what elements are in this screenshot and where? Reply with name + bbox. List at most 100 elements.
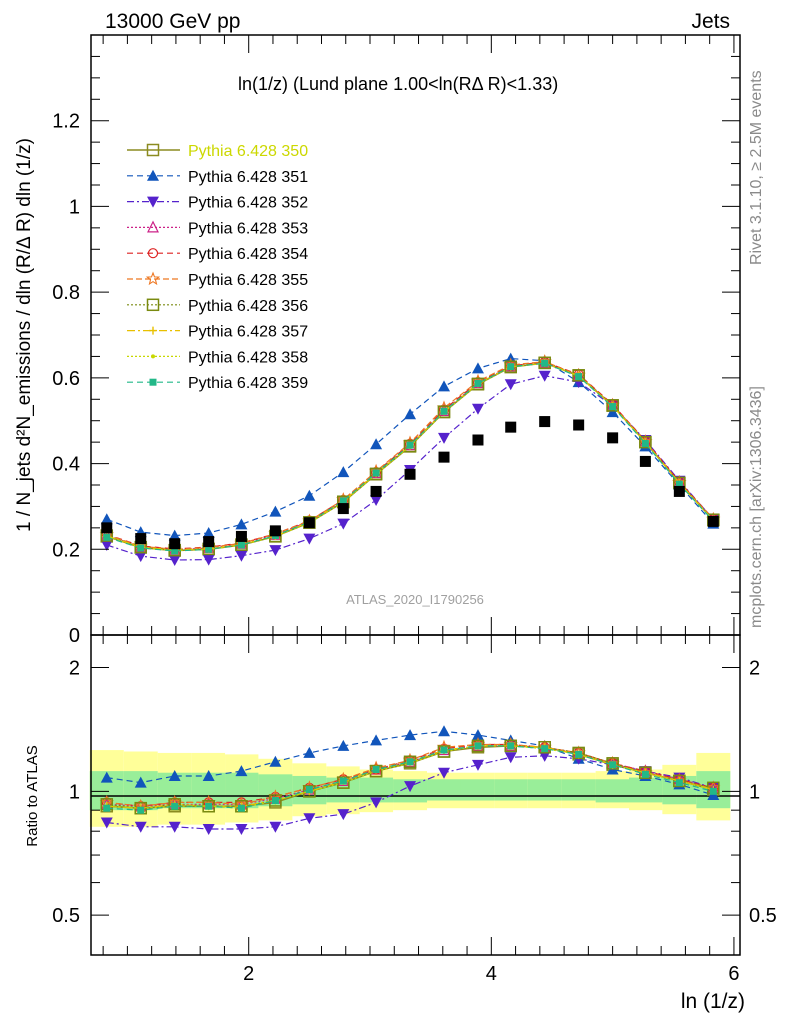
main-series-marker-1	[235, 518, 248, 530]
ratio-series-marker-1	[134, 776, 147, 788]
main-series-marker-9	[609, 403, 617, 411]
x-axis-label: ln (1/z)	[681, 990, 745, 1013]
ratio-series-marker-2	[370, 797, 383, 809]
main-ytick-label: 1	[69, 196, 80, 218]
ratio-frame	[90, 634, 741, 956]
ratio-series-marker-6	[269, 794, 282, 807]
ratio-series-marker-9	[339, 777, 347, 785]
atlas-data-point	[639, 455, 651, 467]
legend-label-6: Pythia 6.428 356	[188, 298, 308, 315]
main-series-marker-2	[438, 432, 451, 444]
atlas-data-point	[438, 451, 450, 463]
ratio-ytick-label-right: 2	[749, 658, 760, 680]
ratio-series-marker-2	[168, 821, 181, 833]
ratio-series-marker-1	[100, 771, 113, 783]
main-series-marker-1	[303, 489, 316, 501]
legend-label-8: Pythia 6.428 358	[188, 349, 308, 366]
ratio-series-marker-1	[168, 769, 181, 781]
main-series-marker-9	[474, 379, 482, 387]
atlas-data-point	[269, 525, 281, 537]
ratio-series-marker-9	[541, 745, 549, 753]
main-series-marker-2	[504, 379, 517, 391]
ratio-series-marker-6	[538, 741, 551, 754]
ratio-band-inner	[494, 779, 528, 801]
ratio-series-group	[99, 725, 721, 835]
atlas-data-point	[337, 503, 349, 515]
main-ylabel-text: 1 / N_jets d²N_emissions / dln (R/Δ R) d…	[14, 138, 35, 532]
main-series-marker-1	[168, 529, 181, 541]
ratio-series-marker-9	[137, 806, 145, 814]
ratio-ytick-label-right: 1	[749, 781, 760, 803]
ratio-series-marker-9	[474, 742, 482, 750]
legend-marker-9	[149, 378, 157, 386]
ratio-series-marker-9	[305, 786, 313, 794]
main-ylabel: 1 / N_jets d²N_emissions / dln (R/Δ R) d…	[14, 138, 35, 532]
ratio-band-inner	[427, 779, 461, 801]
ratio-band-inner	[629, 777, 663, 803]
legend-label-7: Pythia 6.428 357	[188, 324, 308, 341]
main-ytick-label: 0	[69, 625, 80, 647]
x-tick-label: 6	[728, 963, 739, 985]
ratio-bands	[89, 750, 731, 827]
ratio-series-marker-1	[337, 739, 350, 751]
main-ytick-label: 0.2	[52, 539, 80, 561]
atlas-data-point	[370, 485, 382, 497]
legend-marker-3	[147, 220, 159, 233]
main-series-marker-9	[641, 439, 649, 447]
ratio-series-marker-2	[471, 759, 484, 771]
ratio-series-marker-2	[504, 752, 517, 764]
ratio-series-marker-2	[438, 767, 451, 779]
ratio-series-marker-9	[440, 746, 448, 754]
atlas-data-point	[707, 515, 719, 527]
atlas-data-point	[472, 434, 484, 446]
main-series-marker-9	[205, 545, 213, 553]
main-series-marker-2	[168, 555, 181, 566]
main-series-marker-9	[406, 441, 414, 449]
header-right: Jets	[691, 10, 730, 33]
x-tick-label: 2	[243, 963, 254, 985]
atlas-data-point	[607, 432, 619, 444]
watermark: ATLAS_2020_I1790256	[346, 592, 484, 607]
legend-marker-0	[146, 143, 160, 157]
ratio-series-marker-9	[205, 802, 213, 810]
ratio-series-marker-9	[675, 779, 683, 787]
main-series-marker-9	[339, 497, 347, 505]
legend-label-3: Pythia 6.428 353	[188, 220, 308, 237]
ratio-series-marker-2	[100, 817, 113, 829]
legend-marker-1	[147, 169, 159, 181]
ratio-series-marker-9	[237, 804, 245, 812]
ratio-series-marker-2	[202, 823, 215, 835]
atlas-data-point	[505, 421, 517, 433]
legend-label-9: Pythia 6.428 359	[188, 375, 308, 392]
ratio-series-marker-1	[269, 755, 282, 767]
ratio-series-marker-2	[134, 821, 147, 833]
atlas-data-point	[404, 468, 416, 480]
ratio-ytick-label: 0.5	[52, 905, 80, 927]
main-series-marker-1	[438, 380, 451, 392]
ratio-ytick-label: 2	[69, 658, 80, 680]
ratio-band-inner	[460, 779, 495, 801]
main-series-marker-9	[507, 363, 515, 371]
main-series-marker-6	[471, 377, 485, 391]
ratio-series-marker-1	[471, 729, 484, 741]
main-series-marker-1	[269, 505, 282, 517]
atlas-data-point	[235, 530, 247, 542]
legend-marker-7	[149, 326, 157, 335]
ratio-series-marker-9	[406, 758, 414, 766]
main-series-marker-6	[572, 369, 585, 382]
main-series-marker-2	[337, 518, 350, 530]
ratio-series-marker-6	[168, 798, 181, 811]
main-series-marker-2	[303, 533, 316, 545]
main-series-marker-2	[471, 403, 484, 415]
main-series-marker-9	[171, 547, 179, 555]
main-series-marker-2	[134, 551, 147, 563]
side-mcplots: mcplots.cern.ch [arXiv:1306.3436]	[748, 386, 765, 628]
atlas-data-point	[101, 522, 113, 534]
main-title: ln(1/z) (Lund plane 1.00<ln(RΔ R)<1.33)	[238, 74, 558, 94]
ratio-ytick-label: 1	[69, 781, 80, 803]
ratio-series-marker-2	[303, 813, 316, 825]
main-series-marker-6	[606, 399, 619, 412]
ratio-series-marker-9	[575, 750, 583, 758]
x-tick-label: 4	[486, 963, 497, 985]
ratio-series-marker-1	[235, 765, 248, 777]
